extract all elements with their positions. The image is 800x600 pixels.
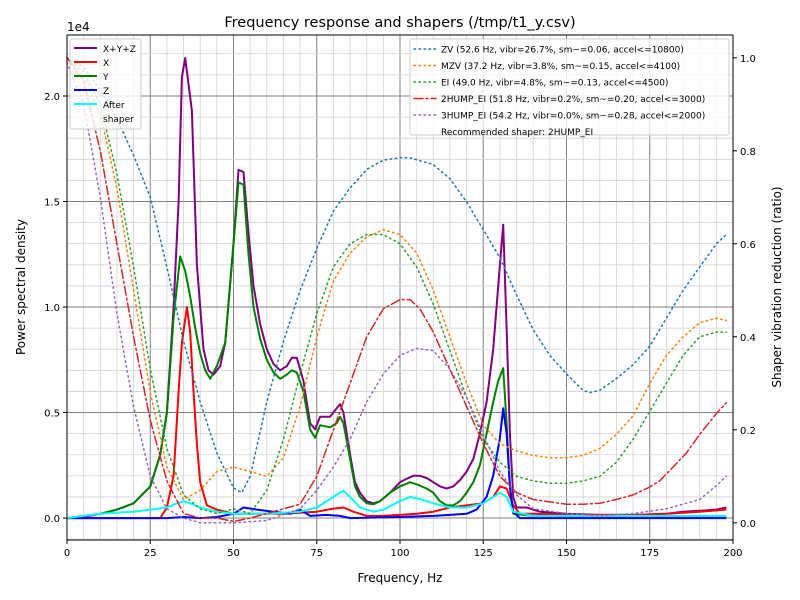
x-tick-label: 75 <box>310 548 323 559</box>
psd-line-3 <box>67 407 727 520</box>
y-right-tick-label: 1.0 <box>740 54 756 65</box>
legend-label: Y <box>102 73 109 83</box>
legend-label: X+Y+Z <box>103 45 136 55</box>
x-tick-label: 100 <box>390 548 409 559</box>
y-tick-label: 0.0 <box>44 514 60 525</box>
legend-label: After <box>103 101 125 111</box>
x-tick-label: 25 <box>144 548 157 559</box>
legend-shapers-box <box>409 38 730 136</box>
psd-lines <box>66 57 727 520</box>
x-tick-label: 175 <box>640 548 659 559</box>
x-tick-label: 0 <box>64 548 70 559</box>
x-tick-label: 200 <box>723 548 742 559</box>
y-right-tick-label: 0.8 <box>740 147 756 158</box>
x-tick-label: 125 <box>474 548 493 559</box>
legend-shapers: ZV (52.6 Hz, vibr=26.7%, sm~=0.06, accel… <box>409 38 730 138</box>
shaper-line-1 <box>66 57 728 501</box>
psd-line-2 <box>66 181 727 520</box>
x-axis-label: Frequency, Hz <box>358 571 443 585</box>
recommended-shaper-note: Recommended shaper: 2HUMP_EI <box>441 128 593 138</box>
shaper-line-0 <box>66 57 728 494</box>
legend-label: ZV (52.6 Hz, vibr=26.7%, sm~=0.06, accel… <box>441 46 684 56</box>
shaper-lines <box>66 57 728 524</box>
legend-label: X <box>103 59 109 69</box>
y-right-tick-label: 0.2 <box>740 426 756 437</box>
y-offset-label: 1e4 <box>67 20 90 34</box>
y-right-tick-label: 0.0 <box>740 519 756 530</box>
x-tick-label: 50 <box>227 548 240 559</box>
y-right-tick-label: 0.6 <box>740 240 756 251</box>
legend-label: shaper <box>103 115 134 125</box>
y-tick-label: 1.0 <box>44 303 60 314</box>
legend-label: MZV (37.2 Hz, vibr=3.8%, sm~=0.15, accel… <box>441 62 680 72</box>
legend-psd: X+Y+Z XYZ After shaper <box>69 38 142 130</box>
legend-label: 2HUMP_EI (51.8 Hz, vibr=0.2%, sm~=0.20, … <box>441 95 705 105</box>
shaper-line-4 <box>66 61 728 524</box>
shaper-line-3 <box>66 57 728 523</box>
legend-label: Z <box>103 87 109 97</box>
y-tick-label: 2.0 <box>44 92 60 103</box>
psd-line-0 <box>66 57 727 520</box>
axis-ticks: 0 25 50 75 100 125 150 175 200 0.0 0.5 1.0 1.5 2.0 0.0… <box>44 54 756 559</box>
shaper-line-2 <box>66 57 728 515</box>
y-tick-label: 1.5 <box>44 198 60 209</box>
legend-label: 3HUMP_EI (54.2 Hz, vibr=0.0%, sm~=0.28, … <box>441 112 705 122</box>
x-tick-label: 150 <box>557 548 576 559</box>
chart-title: Frequency response and shapers (/tmp/t1_… <box>224 15 575 31</box>
y-axis-label-right: Shaper vibration reduction (ratio) <box>770 186 784 387</box>
legend-label: EI (49.0 Hz, vibr=4.8%, sm~=0.13, accel<… <box>441 79 668 89</box>
y-tick-label: 0.5 <box>44 409 60 420</box>
psd-line-4 <box>66 489 727 520</box>
y-right-tick-label: 0.4 <box>740 333 756 344</box>
y-axis-label: Power spectral density <box>14 219 28 355</box>
